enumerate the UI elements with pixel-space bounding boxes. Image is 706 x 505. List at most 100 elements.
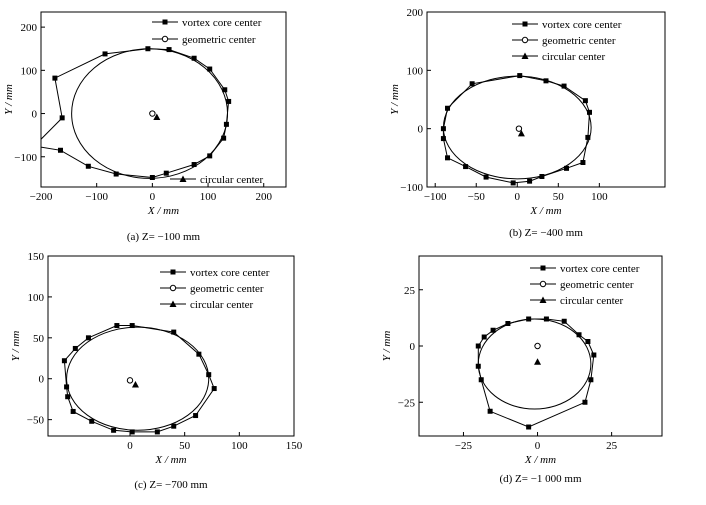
legend-marker <box>162 19 168 25</box>
legend-marker <box>539 296 547 303</box>
legend-label: geometric center <box>182 34 256 46</box>
vortex-core-point <box>226 98 232 104</box>
vortex-core-point <box>129 323 135 329</box>
plot-frame <box>47 255 295 437</box>
y-tick-label: −100 <box>400 182 423 194</box>
vortex-core-point <box>52 75 58 81</box>
vortex-core-point <box>85 335 91 341</box>
y-tick-label: −100 <box>14 152 37 164</box>
legend-marker <box>170 269 176 275</box>
vortex-core-point <box>543 78 549 84</box>
legend-label: circular center <box>190 299 254 311</box>
vortex-core-point <box>580 160 586 165</box>
vortex-core-point <box>70 408 76 414</box>
chart-2: −100 −50 0 50 100 −100 0 100 200 X / mm Y / mm (b) … <box>389 7 666 239</box>
geometric-center-point <box>534 342 541 350</box>
vortex-core-point <box>59 115 65 121</box>
y-tick-label: 150 <box>28 251 45 263</box>
vortex-core-point <box>582 98 588 104</box>
y-tick-label: 0 <box>32 109 38 121</box>
x-tick-label: 50 <box>179 440 191 452</box>
legend-marker <box>521 52 529 59</box>
legend-marker <box>169 300 177 307</box>
legend-label: geometric center <box>560 279 634 291</box>
vortex-core-point <box>57 147 63 153</box>
vortex-core-point <box>440 126 446 132</box>
fitted-circle-curve <box>66 326 210 431</box>
x-tick-label: −100 <box>85 191 108 203</box>
vortex-core-point <box>129 429 135 435</box>
vortex-core-point <box>445 155 451 161</box>
chart-caption: (a) Z= −100 mm <box>127 231 201 243</box>
vortex-core-point <box>163 170 169 176</box>
chart-4: −25 0 25 −25 0 25 X / mm Y / mm (d) Z= −1 000 mm… <box>381 255 663 485</box>
vortex-core-point <box>440 136 446 142</box>
vortex-core-point <box>475 343 481 349</box>
vortex-core-point <box>191 162 197 168</box>
circular-center-point <box>153 113 161 120</box>
y-axis-label: Y / mm <box>381 331 393 362</box>
x-tick-label: 0 <box>150 191 156 203</box>
vortex-core-point <box>585 134 591 140</box>
x-tick-label: 0 <box>127 440 133 452</box>
legend-label: geometric center <box>542 35 616 47</box>
x-axis-label: X / mm <box>154 454 186 466</box>
legend-label: circular center <box>560 295 624 307</box>
chart-caption: (d) Z= −1 000 mm <box>499 473 582 485</box>
vortex-core-point <box>207 153 213 159</box>
vortex-core-point <box>171 329 177 335</box>
vortex-core-point <box>487 408 493 414</box>
legend-entry: geometric center <box>530 279 634 291</box>
legend-entry: geometric center <box>512 35 616 47</box>
legend-marker <box>521 36 529 44</box>
y-tick-label: 50 <box>33 333 45 345</box>
x-tick-label: 25 <box>606 440 618 452</box>
x-tick-label: 0 <box>515 191 521 203</box>
legend-label: vortex core center <box>542 19 622 31</box>
vortex-core-point <box>206 372 212 378</box>
y-tick-label: 100 <box>407 65 424 77</box>
plot-frame <box>40 11 287 188</box>
x-tick-label: 100 <box>200 191 217 203</box>
y-tick-label: 0 <box>39 374 45 386</box>
legend-marker <box>161 35 169 43</box>
vortex-core-point <box>114 323 120 329</box>
vortex-core-point <box>32 143 37 148</box>
vortex-core-point <box>102 51 108 57</box>
vortex-core-point <box>561 318 567 324</box>
vortex-core-point <box>222 87 228 93</box>
vortex-core-point <box>65 394 71 400</box>
legend-entry: circular center <box>160 299 254 311</box>
chart-caption: (b) Z= −400 mm <box>509 227 583 239</box>
vortex-core-point <box>211 386 217 392</box>
circular-center-point <box>534 358 542 365</box>
legend-label: geometric center <box>190 283 264 295</box>
vortex-core-point <box>207 66 213 72</box>
vortex-core-point <box>582 399 588 405</box>
vortex-core-point <box>196 351 202 357</box>
vortex-core-point <box>564 165 570 171</box>
vortex-core-point <box>171 423 177 429</box>
vortex-core-point <box>526 424 532 430</box>
plot-area <box>32 46 232 180</box>
x-tick-label: 50 <box>553 191 565 203</box>
vortex-core-point <box>113 171 119 177</box>
vortex-core-point <box>154 429 160 435</box>
y-tick-label: 200 <box>21 22 38 34</box>
legend-marker <box>540 265 546 271</box>
legend-label: vortex core center <box>190 267 270 279</box>
vortex-core-point <box>543 316 549 322</box>
vortex-core-point <box>469 81 475 87</box>
plot-frame <box>426 11 666 188</box>
vortex-core-point <box>72 345 78 351</box>
vortex-core-point <box>475 363 481 369</box>
x-tick-label: −100 <box>424 191 447 203</box>
vortex-core-point <box>588 377 594 383</box>
vortex-core-point <box>505 321 511 326</box>
x-axis-label: X / mm <box>529 205 561 217</box>
vortex-core-point <box>539 174 545 179</box>
x-axis-label: X / mm <box>524 454 556 466</box>
vortex-core-point <box>483 174 489 180</box>
x-tick-label: −25 <box>455 440 473 452</box>
